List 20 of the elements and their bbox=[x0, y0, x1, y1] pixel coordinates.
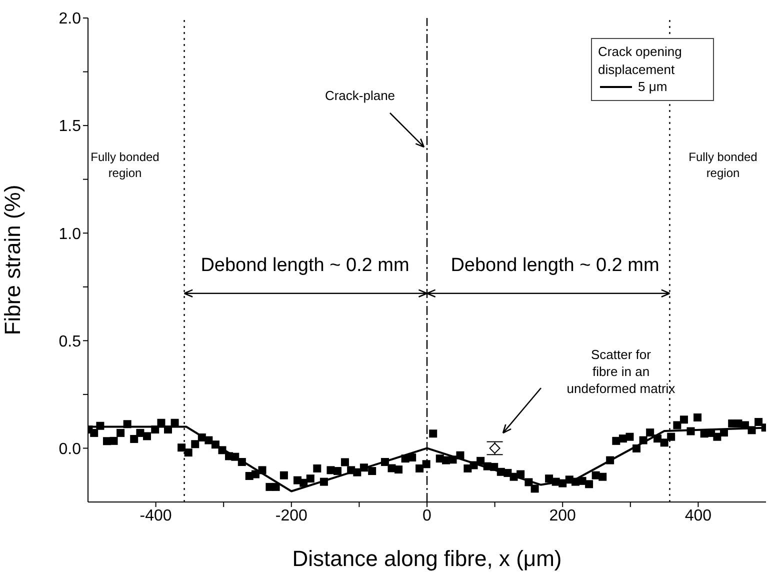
annotation: Debond length ~ 0.2 mm bbox=[200, 254, 410, 278]
annotation: Crack-plane bbox=[324, 88, 396, 105]
y-tick-label: 1.0 bbox=[58, 226, 82, 243]
x-axis-title: Distance along fibre, x (μm) bbox=[292, 546, 562, 571]
x-tick-label: 400 bbox=[684, 507, 712, 524]
x-tick-label: -200 bbox=[275, 507, 308, 524]
legend-title: Crack opening displacement bbox=[598, 43, 683, 78]
x-tick-label: 0 bbox=[422, 507, 432, 524]
y-tick-label: 0.5 bbox=[58, 333, 82, 350]
y-tick-label: 0.0 bbox=[58, 440, 82, 458]
x-tick-label: -400 bbox=[140, 507, 172, 524]
annotation: Fully bonded region bbox=[90, 150, 160, 182]
y-tick-label: 2.0 bbox=[58, 10, 82, 28]
annotation: Fully bonded region bbox=[688, 150, 758, 182]
x-tick-label: 200 bbox=[549, 507, 576, 524]
annotation: Debond length ~ 0.2 mm bbox=[450, 254, 660, 278]
annotation: Scatter for fibre in an undeformed matrix bbox=[566, 347, 676, 398]
y-axis-title: Fibre strain (%) bbox=[0, 184, 25, 336]
y-tick-label: 1.5 bbox=[58, 118, 82, 136]
legend-label: 5 μm bbox=[638, 78, 668, 96]
